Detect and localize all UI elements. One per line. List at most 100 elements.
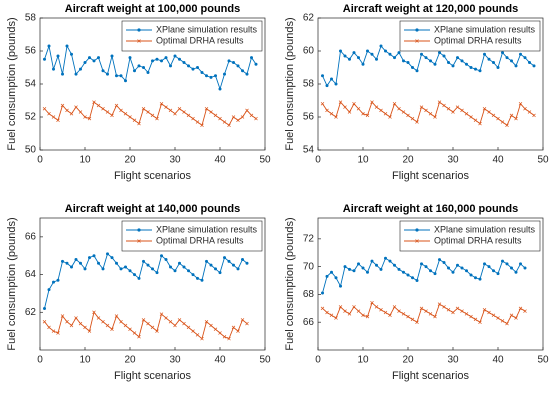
point [204, 107, 209, 111]
point [83, 61, 87, 65]
point [437, 302, 442, 306]
point [415, 320, 419, 324]
point [510, 59, 513, 63]
series-line [44, 253, 248, 309]
point [393, 56, 396, 60]
point [487, 310, 491, 315]
point [137, 335, 141, 339]
point [159, 312, 164, 316]
point [178, 57, 181, 61]
point [509, 113, 514, 118]
point [69, 323, 74, 328]
point [146, 321, 150, 326]
point [442, 305, 446, 309]
point [338, 100, 343, 104]
subplot: Aircraft weight at 160,000 pounds Flight … [284, 203, 549, 382]
point [383, 111, 388, 116]
point [334, 82, 338, 86]
point [370, 301, 374, 305]
x-tick-label: 10 [357, 155, 369, 166]
point [352, 102, 356, 106]
point [370, 100, 374, 104]
point [105, 110, 110, 114]
point [388, 259, 392, 263]
point [510, 266, 513, 270]
y-tick-label: 68 [303, 289, 315, 300]
point [361, 111, 365, 116]
point [527, 110, 532, 114]
point [451, 110, 455, 114]
point [177, 318, 182, 322]
point [51, 329, 56, 333]
x-tick-label: 40 [214, 355, 226, 366]
point [56, 118, 60, 123]
point [514, 116, 518, 121]
point [151, 59, 154, 63]
point [155, 116, 159, 121]
point [74, 105, 78, 109]
legend [399, 220, 541, 252]
subplot-title: Aircraft weight at 140,000 pounds [65, 203, 240, 215]
point [173, 111, 177, 116]
point [182, 61, 186, 65]
x-tick-label: 10 [79, 155, 91, 166]
point [196, 276, 199, 280]
point [141, 318, 146, 322]
point [388, 115, 392, 119]
x-tick-label: 20 [402, 355, 414, 366]
point [361, 62, 365, 66]
point [74, 316, 78, 320]
point [164, 316, 168, 320]
point [348, 57, 351, 61]
point [334, 115, 338, 119]
point [137, 121, 141, 126]
y-tick-label: 58 [303, 79, 315, 90]
point [101, 319, 105, 324]
point [195, 120, 200, 124]
point [241, 69, 244, 73]
point [370, 259, 374, 263]
point [132, 118, 137, 123]
point [119, 108, 123, 113]
point [254, 116, 258, 121]
point [347, 110, 352, 114]
point [406, 314, 410, 319]
point [61, 259, 64, 263]
point [132, 331, 137, 335]
point [496, 316, 500, 320]
point [60, 314, 65, 318]
point [379, 108, 383, 113]
point [222, 335, 227, 339]
point [96, 316, 101, 320]
point [500, 319, 505, 323]
point [356, 309, 361, 313]
point [339, 284, 342, 288]
point [442, 260, 446, 264]
point [325, 310, 329, 315]
y-tick-label: 64 [25, 269, 37, 280]
point [424, 108, 428, 113]
point [141, 107, 146, 111]
point [447, 61, 450, 65]
point [240, 318, 245, 322]
point [52, 280, 55, 284]
point [487, 265, 491, 269]
point [455, 105, 460, 109]
point [65, 108, 69, 113]
point [388, 52, 392, 56]
point [205, 74, 208, 78]
point [105, 323, 110, 328]
point [411, 66, 414, 69]
subplot-title: Aircraft weight at 120,000 pounds [343, 3, 518, 15]
y-axis-label: Fuel consumption (pounds) [284, 217, 296, 350]
point [532, 64, 536, 68]
point [115, 74, 118, 78]
x-axis-label: Flight scenarios [392, 170, 470, 182]
point [178, 261, 181, 265]
point [97, 261, 100, 265]
point [186, 325, 191, 330]
point [43, 57, 46, 61]
point [320, 306, 325, 311]
point [455, 306, 460, 311]
